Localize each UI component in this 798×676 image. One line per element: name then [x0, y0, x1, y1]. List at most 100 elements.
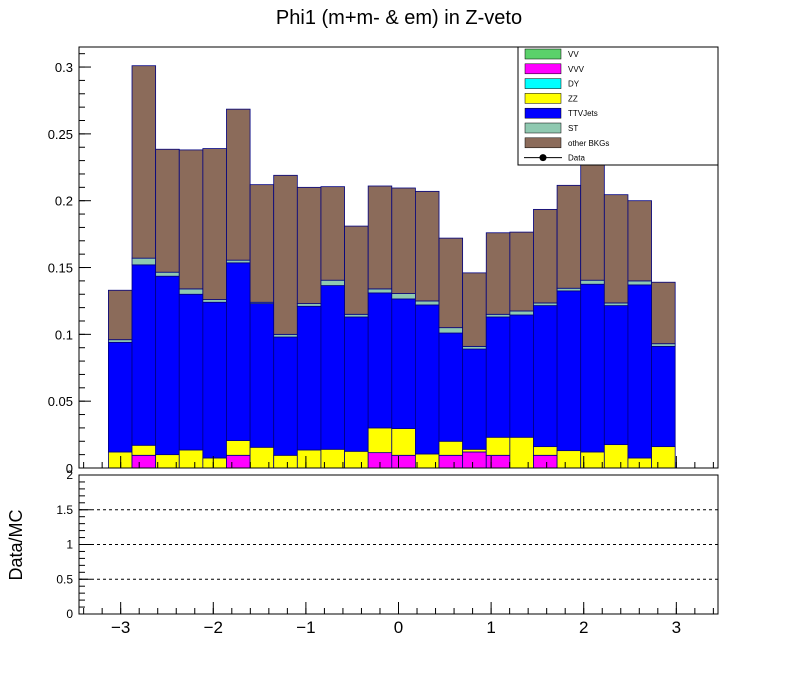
- legend-swatch: [524, 93, 562, 104]
- bar-other-bkgs: [509, 231, 534, 312]
- bar-other-bkgs: [415, 190, 440, 302]
- bar-st: [533, 302, 558, 307]
- bar-ttvjets: [131, 264, 157, 446]
- bar-other-bkgs: [296, 186, 322, 305]
- bar-st: [462, 345, 487, 350]
- chart-title: Phi1 (m+m- & em) in Z-veto: [276, 7, 522, 29]
- bar-other-bkgs: [131, 65, 157, 259]
- bar-zz: [202, 457, 227, 469]
- bar-zz: [556, 450, 582, 469]
- ratio-y-tick-label: 1.5: [56, 503, 73, 517]
- bar-vvv: [485, 454, 511, 469]
- y-tick-label: 0.2: [55, 194, 73, 209]
- bar-other-bkgs: [462, 272, 487, 347]
- y-tick-label: 0: [66, 461, 73, 476]
- bar-st: [226, 259, 251, 264]
- bar-st: [556, 287, 582, 292]
- bar-other-bkgs: [651, 281, 676, 345]
- bar-vvv: [391, 454, 416, 469]
- bar-st: [509, 310, 534, 316]
- bar-other-bkgs: [556, 184, 582, 289]
- bar-st: [296, 303, 322, 307]
- y-tick-label: 0.1: [55, 327, 73, 342]
- x-tick-label: −3: [111, 618, 130, 637]
- bar-st: [155, 271, 180, 277]
- bar-st: [415, 300, 440, 306]
- legend-swatch: [524, 63, 562, 75]
- bar-ttvjets: [391, 298, 416, 429]
- bar-zz: [226, 440, 251, 456]
- bar-ttvjets: [344, 316, 369, 452]
- bar-vvv: [462, 451, 487, 469]
- bar-ttvjets: [296, 305, 322, 451]
- bar-other-bkgs: [391, 187, 416, 294]
- bar-vvv: [226, 454, 251, 469]
- bar-ttvjets: [627, 284, 652, 459]
- bar-zz: [296, 449, 322, 469]
- bar-other-bkgs: [344, 225, 369, 315]
- legend-swatch: [524, 122, 562, 134]
- bar-other-bkgs: [533, 208, 558, 304]
- legend-swatch: [524, 48, 562, 60]
- bar-zz: [509, 436, 534, 469]
- bar-ttvjets: [485, 316, 511, 438]
- bar-st: [344, 313, 369, 318]
- bar-other-bkgs: [155, 148, 180, 273]
- bar-zz: [603, 444, 629, 469]
- bar-other-bkgs: [178, 149, 204, 290]
- bar-st: [367, 288, 393, 294]
- bar-zz: [391, 428, 416, 456]
- bar-other-bkgs: [438, 237, 464, 329]
- bar-ttvjets: [367, 292, 393, 429]
- bar-ttvjets: [320, 285, 345, 450]
- bar-ttvjets: [509, 314, 534, 438]
- bar-st: [320, 279, 345, 286]
- ratio-y-axis-label: Data/MC: [6, 509, 26, 580]
- bar-other-bkgs: [603, 194, 629, 304]
- bar-ttvjets: [202, 301, 227, 459]
- bar-vvv: [131, 454, 157, 469]
- bar-zz: [438, 440, 464, 456]
- bar-st: [603, 302, 629, 307]
- ratio-y-tick-label: 0.5: [56, 572, 73, 586]
- legend-label: ZZ: [568, 94, 578, 103]
- bar-st: [391, 293, 416, 300]
- y-tick-label: 0.05: [48, 394, 73, 409]
- bar-ttvjets: [108, 341, 133, 453]
- x-tick-label: 1: [486, 618, 495, 637]
- legend-swatch: [524, 107, 562, 119]
- y-tick-label: 0.15: [48, 261, 73, 276]
- ratio-y-tick-label: 0: [66, 607, 73, 621]
- legend-label: DY: [568, 80, 580, 89]
- legend-label: other BKGs: [568, 139, 609, 148]
- bar-ttvjets: [651, 345, 676, 448]
- bar-zz: [249, 446, 275, 469]
- legend-label: VV: [568, 50, 579, 59]
- bar-zz: [651, 446, 676, 469]
- bar-ttvjets: [249, 303, 275, 448]
- bar-zz: [462, 448, 487, 453]
- bar-other-bkgs: [580, 148, 605, 281]
- ratio-y-tick-label: 2: [66, 468, 73, 482]
- bar-zz: [273, 454, 298, 469]
- bar-other-bkgs: [108, 289, 133, 341]
- bar-ttvjets: [603, 305, 629, 446]
- bar-zz: [344, 450, 369, 469]
- bar-ttvjets: [178, 293, 204, 451]
- bar-ttvjets: [226, 262, 251, 442]
- bar-ttvjets: [462, 348, 487, 450]
- x-tick-label: −2: [204, 618, 223, 637]
- x-tick-label: −1: [296, 618, 315, 637]
- bar-other-bkgs: [627, 200, 652, 282]
- bar-st: [651, 343, 676, 347]
- legend-label: VVV: [568, 65, 585, 74]
- bar-vvv: [533, 454, 558, 469]
- bar-ttvjets: [155, 275, 180, 456]
- bar-st: [485, 313, 511, 318]
- bar-ttvjets: [438, 332, 464, 442]
- x-tick-label: 0: [394, 618, 403, 637]
- bar-st: [580, 279, 605, 285]
- bar-zz: [131, 444, 157, 456]
- legend-label: Data: [568, 154, 585, 163]
- x-tick-label: 2: [579, 618, 588, 637]
